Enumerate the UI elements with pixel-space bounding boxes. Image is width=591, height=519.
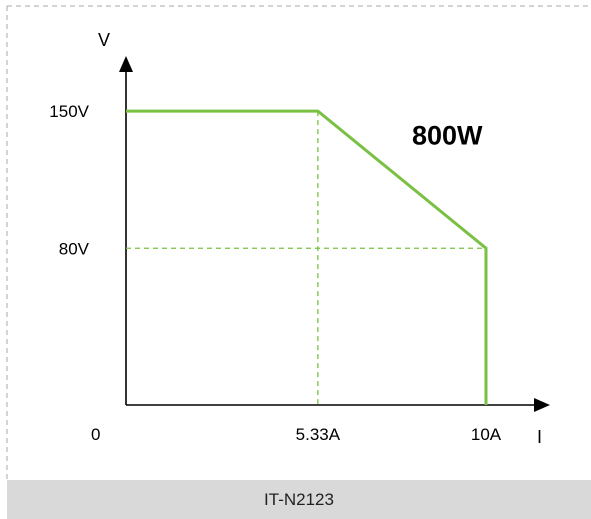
x-axis-arrow [534, 398, 550, 412]
power-envelope-line [126, 109, 488, 405]
model-footer: IT-N2123 [7, 480, 591, 519]
origin-label: 0 [91, 425, 100, 444]
y-tick-label-80v: 80V [59, 239, 90, 258]
power-annotation: 800W [412, 121, 483, 151]
y-axis-label: V [98, 30, 110, 50]
x-tick-label-10a: 10A [471, 425, 502, 444]
x-tick-label-5-33a: 5.33A [296, 425, 341, 444]
y-tick-label-150v: 150V [49, 102, 89, 121]
x-axis-label: I [537, 427, 542, 447]
y-axis-arrow [119, 56, 133, 72]
model-name: IT-N2123 [264, 489, 334, 509]
